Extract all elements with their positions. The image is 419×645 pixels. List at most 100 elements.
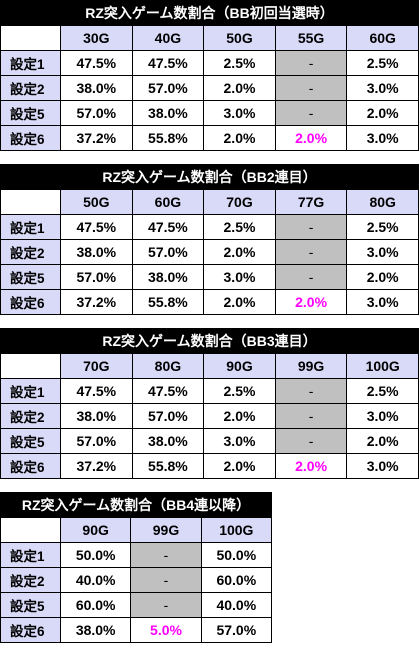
table-row: 設定1 50.0% - 50.0% [0, 542, 273, 568]
value-cell: 2.0% [203, 75, 276, 101]
table-title: RZ突入ゲーム数割合（BB2連目） [0, 164, 419, 190]
dash-cell: - [274, 428, 348, 454]
table-row: 設定6 37.2% 55.8% 2.0% 2.0% 3.0% [0, 453, 419, 479]
row-label: 設定6 [0, 125, 61, 151]
column-header: 50G [203, 25, 276, 51]
value-cell: 57.0% [131, 75, 205, 101]
row-label: 設定1 [0, 542, 61, 568]
value-cell: 50.0% [59, 542, 132, 568]
row-label: 設定6 [0, 289, 61, 315]
column-header: 99G [274, 353, 348, 379]
value-cell: 2.0% [346, 264, 419, 290]
dash-cell: - [130, 592, 202, 618]
value-cell: 57.0% [60, 428, 133, 454]
value-cell: 3.0% [346, 239, 419, 265]
value-cell: 47.5% [60, 50, 133, 76]
value-cell: 3.0% [203, 428, 276, 454]
dash-cell: - [274, 100, 348, 126]
row-label: 設定2 [0, 75, 61, 101]
column-header: 80G [346, 189, 419, 215]
value-cell: 2.5% [346, 214, 419, 240]
table-row: 設定2 38.0% 57.0% 2.0% - 3.0% [0, 75, 419, 101]
rz-table-bb-2nd: RZ突入ゲーム数割合（BB2連目） 50G 60G 70G 77G 80G 設定… [0, 164, 419, 315]
column-header: 99G [130, 517, 202, 543]
dash-cell: - [274, 378, 348, 404]
table-row: 設定5 60.0% - 40.0% [0, 592, 273, 618]
highlight-value-cell: 2.0% [274, 453, 348, 479]
rz-table-bb-3rd: RZ突入ゲーム数割合（BB3連目） 70G 80G 90G 99G 100G 設… [0, 328, 419, 479]
value-cell: 55.8% [131, 453, 205, 479]
column-header: 100G [346, 353, 419, 379]
dash-cell: - [274, 214, 348, 240]
row-label: 設定2 [0, 567, 61, 593]
column-header: 70G [60, 353, 133, 379]
header-row: 90G 99G 100G [0, 517, 273, 543]
value-cell: 50.0% [200, 542, 273, 568]
table-row: 設定2 38.0% 57.0% 2.0% - 3.0% [0, 239, 419, 265]
value-cell: 3.0% [346, 403, 419, 429]
row-label: 設定5 [0, 428, 61, 454]
row-label: 設定5 [0, 100, 61, 126]
value-cell: 2.0% [203, 453, 276, 479]
table-title: RZ突入ゲーム数割合（BB初回当選時） [0, 0, 419, 26]
table-row: 設定1 47.5% 47.5% 2.5% - 2.5% [0, 214, 419, 240]
value-cell: 47.5% [131, 214, 205, 240]
value-cell: 2.5% [203, 50, 276, 76]
table-row: 設定6 37.2% 55.8% 2.0% 2.0% 3.0% [0, 125, 419, 151]
corner-cell [0, 517, 61, 543]
corner-cell [0, 189, 61, 215]
column-header: 70G [203, 189, 276, 215]
value-cell: 3.0% [346, 453, 419, 479]
value-cell: 2.0% [346, 428, 419, 454]
highlight-value-cell: 2.0% [274, 125, 348, 151]
column-header: 50G [60, 189, 133, 215]
dash-cell: - [274, 239, 348, 265]
value-cell: 38.0% [60, 403, 133, 429]
column-header: 90G [59, 517, 132, 543]
header-row: 30G 40G 50G 55G 60G [0, 25, 419, 51]
table-row: 設定5 57.0% 38.0% 3.0% - 2.0% [0, 100, 419, 126]
value-cell: 2.5% [203, 378, 276, 404]
value-cell: 2.0% [203, 239, 276, 265]
table-title: RZ突入ゲーム数割合（BB4連以降） [0, 492, 272, 518]
value-cell: 40.0% [200, 592, 273, 618]
dash-cell: - [274, 264, 348, 290]
column-header: 77G [274, 189, 348, 215]
row-label: 設定5 [0, 264, 61, 290]
row-label: 設定6 [0, 453, 61, 479]
column-header: 55G [274, 25, 348, 51]
highlight-value-cell: 2.0% [274, 289, 348, 315]
value-cell: 55.8% [131, 289, 205, 315]
dash-cell: - [130, 542, 202, 568]
value-cell: 2.5% [346, 378, 419, 404]
dash-cell: - [274, 403, 348, 429]
value-cell: 3.0% [203, 100, 276, 126]
value-cell: 55.8% [131, 125, 205, 151]
table-title: RZ突入ゲーム数割合（BB3連目） [0, 328, 419, 354]
dash-cell: - [130, 567, 202, 593]
value-cell: 2.0% [203, 289, 276, 315]
row-label: 設定1 [0, 50, 61, 76]
rz-table-bb-4th-plus: RZ突入ゲーム数割合（BB4連以降） 90G 99G 100G 設定1 50.0… [0, 492, 273, 643]
value-cell: 37.2% [60, 289, 133, 315]
value-cell: 47.5% [60, 214, 133, 240]
column-header: 100G [200, 517, 273, 543]
dash-cell: - [274, 75, 348, 101]
dash-cell: - [274, 50, 348, 76]
corner-cell [0, 25, 61, 51]
table-row: 設定1 47.5% 47.5% 2.5% - 2.5% [0, 378, 419, 404]
value-cell: 38.0% [131, 264, 205, 290]
header-row: 50G 60G 70G 77G 80G [0, 189, 419, 215]
value-cell: 38.0% [60, 239, 133, 265]
value-cell: 60.0% [200, 567, 273, 593]
value-cell: 57.0% [131, 239, 205, 265]
row-label: 設定1 [0, 378, 61, 404]
value-cell: 47.5% [131, 50, 205, 76]
value-cell: 38.0% [131, 100, 205, 126]
column-header: 40G [131, 25, 205, 51]
table-row: 設定5 57.0% 38.0% 3.0% - 2.0% [0, 264, 419, 290]
corner-cell [0, 353, 61, 379]
table-row: 設定6 38.0% 5.0% 57.0% [0, 617, 273, 643]
value-cell: 38.0% [131, 428, 205, 454]
row-label: 設定1 [0, 214, 61, 240]
